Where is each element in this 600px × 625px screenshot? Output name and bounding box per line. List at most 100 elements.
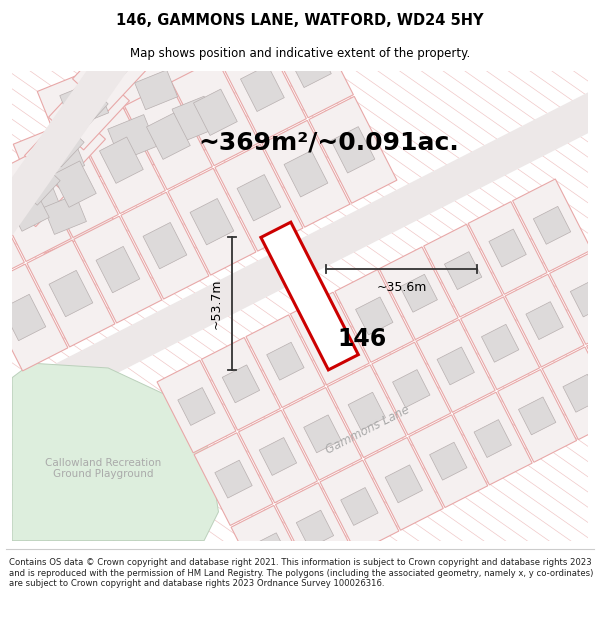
Polygon shape — [512, 179, 592, 272]
Polygon shape — [0, 179, 25, 286]
Polygon shape — [218, 35, 307, 142]
Text: ~53.7m: ~53.7m — [209, 278, 223, 329]
Text: Callowland Recreation
Ground Playground: Callowland Recreation Ground Playground — [45, 458, 161, 479]
Polygon shape — [430, 442, 467, 480]
Polygon shape — [379, 247, 458, 339]
Polygon shape — [445, 252, 482, 289]
Polygon shape — [400, 274, 437, 312]
Polygon shape — [5, 185, 49, 231]
Polygon shape — [241, 65, 284, 111]
Polygon shape — [533, 206, 571, 244]
Polygon shape — [266, 342, 304, 380]
Polygon shape — [215, 460, 252, 498]
Polygon shape — [304, 415, 341, 452]
Polygon shape — [124, 82, 212, 189]
Polygon shape — [416, 319, 495, 412]
Polygon shape — [0, 0, 266, 243]
Polygon shape — [0, 264, 68, 371]
Polygon shape — [284, 151, 328, 197]
Polygon shape — [252, 533, 289, 571]
Polygon shape — [22, 166, 60, 205]
Polygon shape — [309, 96, 397, 203]
Polygon shape — [424, 224, 503, 317]
Polygon shape — [13, 174, 59, 217]
Polygon shape — [143, 222, 187, 269]
Polygon shape — [563, 374, 600, 413]
Polygon shape — [27, 240, 115, 347]
Polygon shape — [392, 369, 430, 408]
Polygon shape — [328, 365, 406, 458]
Polygon shape — [25, 106, 106, 188]
Polygon shape — [335, 269, 413, 362]
Polygon shape — [172, 96, 217, 141]
Text: Gammons Lane: Gammons Lane — [323, 404, 412, 457]
Polygon shape — [409, 415, 488, 508]
Polygon shape — [275, 482, 355, 576]
Polygon shape — [215, 144, 303, 251]
Polygon shape — [261, 222, 358, 370]
Polygon shape — [237, 174, 281, 221]
Polygon shape — [73, 30, 154, 111]
Polygon shape — [231, 506, 310, 598]
Polygon shape — [265, 11, 353, 118]
Polygon shape — [13, 112, 116, 202]
Polygon shape — [178, 388, 215, 426]
Polygon shape — [52, 161, 96, 208]
Polygon shape — [287, 41, 331, 88]
Polygon shape — [481, 324, 519, 362]
Polygon shape — [31, 131, 118, 238]
Polygon shape — [121, 192, 209, 299]
Polygon shape — [474, 419, 511, 457]
Polygon shape — [0, 72, 600, 432]
Polygon shape — [108, 114, 157, 161]
Polygon shape — [146, 113, 190, 159]
Text: Map shows position and indicative extent of the property.: Map shows position and indicative extent… — [130, 48, 470, 60]
Polygon shape — [172, 59, 259, 166]
Text: 146, GAMMONS LANE, WATFORD, WD24 5HY: 146, GAMMONS LANE, WATFORD, WD24 5HY — [116, 13, 484, 28]
Polygon shape — [202, 338, 280, 430]
Polygon shape — [311, 319, 349, 357]
Polygon shape — [100, 137, 143, 183]
Text: ~369m²/~0.091ac.: ~369m²/~0.091ac. — [199, 131, 459, 154]
Polygon shape — [49, 271, 93, 317]
Text: ~35.6m: ~35.6m — [377, 281, 427, 294]
Polygon shape — [190, 199, 234, 245]
Polygon shape — [194, 432, 273, 526]
Polygon shape — [157, 360, 236, 453]
Polygon shape — [356, 297, 393, 335]
Polygon shape — [331, 127, 375, 173]
Polygon shape — [364, 438, 443, 530]
Polygon shape — [489, 229, 526, 267]
Polygon shape — [468, 202, 547, 294]
Polygon shape — [152, 75, 247, 162]
Polygon shape — [437, 347, 475, 385]
Polygon shape — [36, 134, 85, 180]
Polygon shape — [1, 145, 82, 227]
Polygon shape — [44, 194, 86, 234]
Polygon shape — [134, 70, 178, 110]
Polygon shape — [49, 68, 130, 150]
Polygon shape — [587, 324, 600, 417]
Polygon shape — [320, 460, 399, 553]
Polygon shape — [453, 392, 532, 485]
Polygon shape — [385, 465, 422, 503]
Polygon shape — [115, 51, 206, 129]
Polygon shape — [77, 107, 166, 214]
Polygon shape — [542, 347, 600, 439]
Polygon shape — [461, 297, 539, 389]
Text: 146: 146 — [338, 328, 387, 351]
Polygon shape — [505, 274, 584, 367]
Polygon shape — [94, 51, 132, 90]
Polygon shape — [2, 294, 46, 341]
Polygon shape — [372, 342, 451, 435]
Polygon shape — [0, 154, 71, 261]
Polygon shape — [12, 363, 218, 541]
Polygon shape — [259, 438, 296, 476]
Polygon shape — [262, 121, 350, 228]
Polygon shape — [341, 488, 378, 526]
Polygon shape — [74, 216, 162, 323]
Polygon shape — [571, 279, 600, 317]
Polygon shape — [239, 410, 317, 503]
Polygon shape — [290, 292, 369, 385]
Polygon shape — [222, 365, 260, 403]
